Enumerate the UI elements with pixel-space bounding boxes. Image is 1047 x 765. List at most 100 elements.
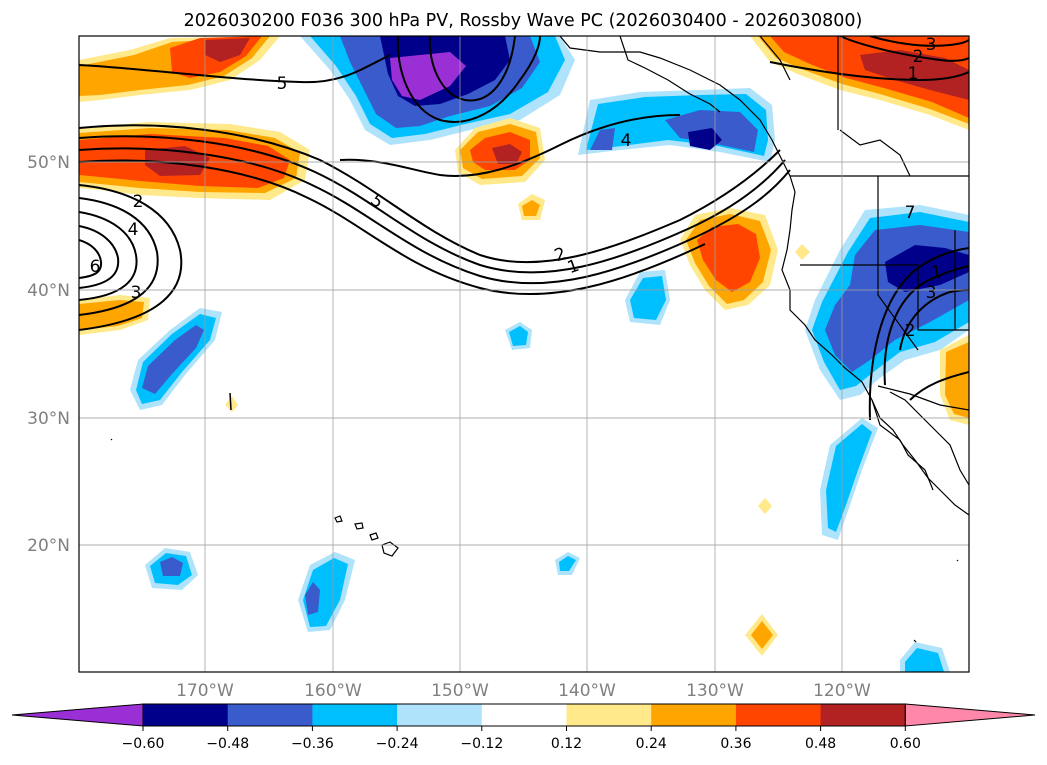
colorbar-segment: [566, 704, 652, 726]
contour-line: [79, 197, 159, 316]
border-state: [800, 264, 969, 331]
colorbar-extend-high: [904, 703, 1036, 727]
contour-line: [79, 135, 786, 274]
island-speck: [110, 438, 113, 441]
colorbar-tick-label: 0.24: [636, 736, 667, 752]
contour-line: [339, 114, 681, 177]
contour-label: 5: [277, 74, 288, 94]
coastline-alaska-panhandle: [619, 36, 721, 113]
coastline-gulf-california: [889, 391, 969, 486]
gridlines: [79, 36, 969, 672]
contour-line: [869, 36, 969, 47]
lon-label: 130°W: [686, 681, 744, 701]
contour-label: 3: [131, 283, 142, 303]
colorbar-segment: [397, 704, 483, 726]
colorbar-segment: [481, 704, 567, 726]
anomaly-region-canada: [860, 50, 969, 100]
anomaly-region-bc-coast: [688, 128, 722, 150]
map-frame: [78, 35, 970, 673]
lat-label: 40°N: [27, 281, 70, 301]
lon-label: 170°W: [176, 681, 234, 701]
contour-line: [79, 239, 103, 279]
contour-line: [79, 124, 781, 264]
contour-line: [79, 147, 791, 285]
anomaly-speck: [758, 498, 772, 514]
islands: [110, 438, 959, 643]
anomaly-region-aleutian: [205, 38, 250, 62]
contour-line: [883, 265, 969, 386]
anomaly-region-offshore: [697, 224, 760, 292]
island-maui: [369, 532, 379, 541]
longitude-labels: 170°W 160°W 150°W 140°W 130°W 120°W: [176, 681, 871, 701]
anomaly-region-baja: [826, 424, 872, 532]
coastline-baja: [871, 399, 934, 491]
contour-line: [229, 392, 232, 411]
contour-label: 7: [905, 203, 916, 223]
colorbar-segment: [735, 704, 822, 726]
contour-label: 3: [926, 283, 937, 303]
colorbar-segment: [143, 704, 229, 726]
negative-anomaly-regions: [130, 36, 969, 672]
contour-line: [79, 54, 391, 84]
contour-line: [909, 371, 969, 401]
figure-title: 2026030200 F036 300 hPa PV, Rossby Wave …: [184, 11, 863, 31]
colorbar-segment: [651, 704, 737, 726]
anomaly-region-mid-pacific: [630, 276, 666, 320]
anomaly-region-small: [522, 200, 540, 216]
island-kauai: [334, 515, 343, 523]
colorbar-extend-low: [11, 703, 144, 727]
anomaly-region-mid-north: [492, 144, 522, 164]
contour-line: [868, 247, 969, 421]
anomaly-speck: [225, 396, 238, 412]
lon-label: 150°W: [431, 681, 489, 701]
colorbar-tick-label: 0.60: [890, 736, 921, 752]
anomaly-region-west-pacific: [142, 325, 204, 394]
lat-label: 30°N: [27, 409, 70, 429]
border-state: [759, 36, 791, 81]
contour-line: [839, 36, 969, 62]
colorbar-tick-label: 0.36: [720, 736, 751, 752]
anomaly-region-southwest: [945, 342, 969, 418]
colorbar-tick-label: −0.24: [376, 736, 419, 752]
anomaly-region-tropics: [751, 621, 773, 649]
anomaly-region-west-40n: [79, 300, 144, 330]
contour-line: [79, 211, 138, 301]
anomaly-region-gulf-alaska: [390, 52, 466, 100]
contour-label: 4: [128, 220, 139, 240]
colorbar-tick-label: 0.48: [805, 736, 836, 752]
contour-label: 1: [931, 263, 942, 283]
colorbar-tick-label: 0.12: [551, 736, 582, 752]
lat-label: 20°N: [27, 536, 70, 556]
anomaly-region-mid-pacific: [509, 326, 528, 346]
island-speck: [913, 639, 917, 643]
anomaly-region-south: [559, 556, 576, 571]
lat-label: 50°N: [27, 153, 70, 173]
anomaly-region-south: [160, 557, 183, 576]
colorbar-outline: [142, 703, 906, 727]
lon-label: 140°W: [558, 681, 616, 701]
colorbar-tick-label: −0.48: [206, 736, 249, 752]
colorbar-tick-label: −0.36: [291, 736, 334, 752]
island-speck: [956, 559, 959, 562]
island-oahu: [354, 522, 364, 530]
anomaly-speck: [795, 244, 810, 260]
contour-line: [79, 184, 183, 331]
latitude-labels: 50°N 40°N 30°N 20°N: [27, 153, 70, 556]
map-panel: 5 5 4 2 1 2 4 6 3 1 2 3 7 1 2 3: [79, 35, 969, 672]
contour-label: 2: [133, 192, 144, 212]
island-hawaii: [381, 541, 399, 557]
colorbar-segment: [820, 704, 906, 726]
colorbar-tick-label: −0.60: [122, 736, 165, 752]
colorbar: −0.60 −0.48 −0.36 −0.24 −0.12 0.12 0.24 0.36 0.4…: [11, 703, 1036, 752]
positive-anomaly-regions: [79, 36, 969, 656]
contour-line: [79, 225, 120, 289]
contour-label: 1: [908, 64, 919, 84]
lon-label: 120°W: [813, 681, 871, 701]
contour-label: 3: [926, 35, 937, 55]
anomaly-region-south: [905, 648, 944, 672]
colorbar-segment: [312, 704, 398, 726]
anomaly-region-south: [305, 582, 320, 615]
contour-line: [79, 159, 706, 296]
lon-label: 160°W: [304, 681, 362, 701]
